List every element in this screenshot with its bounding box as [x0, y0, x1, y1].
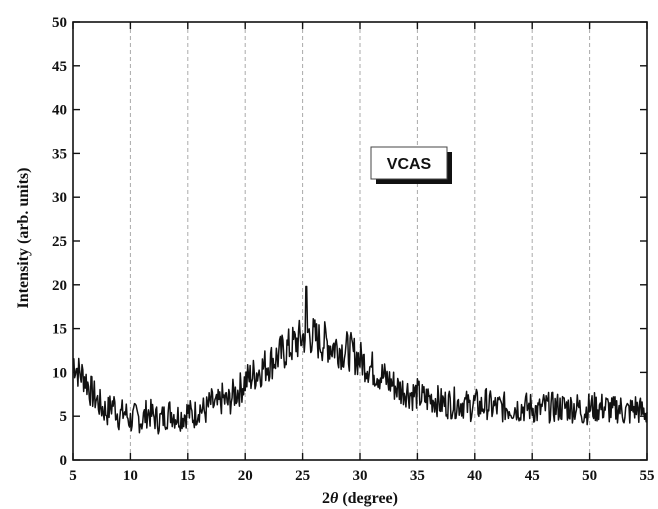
y-axis-ticks: 0 5 10 15 20 25 30 35 40 45 50 [52, 15, 647, 469]
x-tick-label-35: 35 [410, 468, 425, 484]
y-tick-label-50: 50 [52, 15, 67, 31]
x-tick-label-30: 30 [353, 468, 368, 484]
y-tick-label-25: 25 [52, 234, 67, 250]
y-tick-label-15: 15 [52, 322, 67, 338]
x-tick-label-40: 40 [467, 468, 482, 484]
series-layer [72, 285, 648, 435]
y-tick-label-30: 30 [52, 190, 67, 206]
legend-box [370, 146, 448, 180]
x-tick-label-50: 50 [582, 468, 597, 484]
y-tick-label-45: 45 [52, 59, 67, 75]
x-axis-label-symbol: θ [330, 490, 339, 507]
x-axis-ticks: 5 10 15 20 25 30 35 40 45 50 55 [69, 22, 655, 484]
y-tick-label-0: 0 [60, 453, 68, 469]
x-tick-label-5: 5 [69, 468, 77, 484]
y-tick-label-5: 5 [60, 409, 68, 425]
series-line-vcas [72, 285, 648, 435]
x-axis-label: 2θ (degree) [322, 490, 398, 507]
x-tick-label-45: 45 [525, 468, 540, 484]
legend-entry-vcas: VCAS [387, 156, 432, 173]
y-tick-label-20: 20 [52, 278, 67, 294]
legend: VCAS [370, 146, 452, 184]
x-tick-label-15: 15 [180, 468, 195, 484]
x-tick-label-25: 25 [295, 468, 310, 484]
x-tick-label-20: 20 [238, 468, 253, 484]
y-axis-label: Intensity (arb. units) [15, 168, 32, 309]
grid-lines [129, 22, 591, 460]
x-tick-label-55: 55 [640, 468, 655, 484]
y-tick-label-40: 40 [52, 103, 67, 119]
x-tick-label-10: 10 [123, 468, 138, 484]
y-tick-label-35: 35 [52, 146, 67, 162]
x-axis-label-prefix: 2 [322, 490, 330, 507]
y-tick-label-10: 10 [52, 365, 67, 381]
x-axis-label-suffix: (degree) [338, 490, 398, 507]
